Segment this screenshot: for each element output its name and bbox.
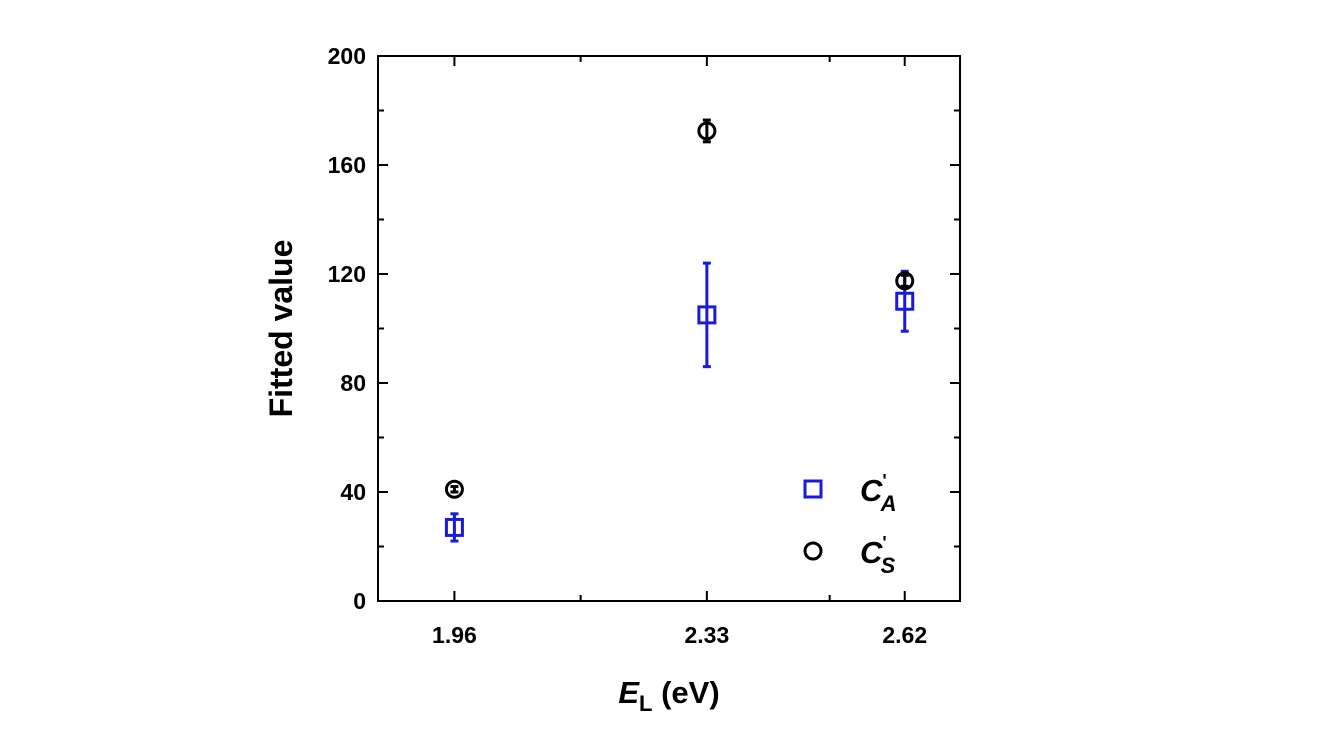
y-tick-label: 160 <box>328 152 366 178</box>
x-axis-label: EL (eV) <box>618 675 719 716</box>
y-tick-label: 40 <box>340 479 366 505</box>
error-bar <box>450 512 459 543</box>
error-bar <box>450 485 459 494</box>
y-tick-label: 120 <box>328 261 366 287</box>
data-point <box>895 271 915 291</box>
x-tick-label: 1.96 <box>432 622 477 648</box>
legend-label: C' A <box>860 471 897 516</box>
y-tick-label: 80 <box>340 370 366 396</box>
legend-marker <box>803 479 823 499</box>
data-point <box>697 305 717 325</box>
legend-marker <box>803 541 823 561</box>
y-tick-label: 0 <box>353 588 366 614</box>
y-tick-label: 200 <box>328 43 366 69</box>
data-point <box>895 291 915 311</box>
x-tick-label: 2.33 <box>684 622 729 648</box>
x-tick-label: 2.62 <box>882 622 927 648</box>
plot-frame <box>377 55 961 602</box>
error-bar <box>702 261 711 369</box>
legend-label: C' S <box>860 533 896 578</box>
error-bar <box>900 273 909 288</box>
data-point <box>444 517 464 537</box>
y-axis-label: Fitted value <box>263 240 299 418</box>
data-point <box>697 121 717 141</box>
data-point <box>444 479 464 499</box>
